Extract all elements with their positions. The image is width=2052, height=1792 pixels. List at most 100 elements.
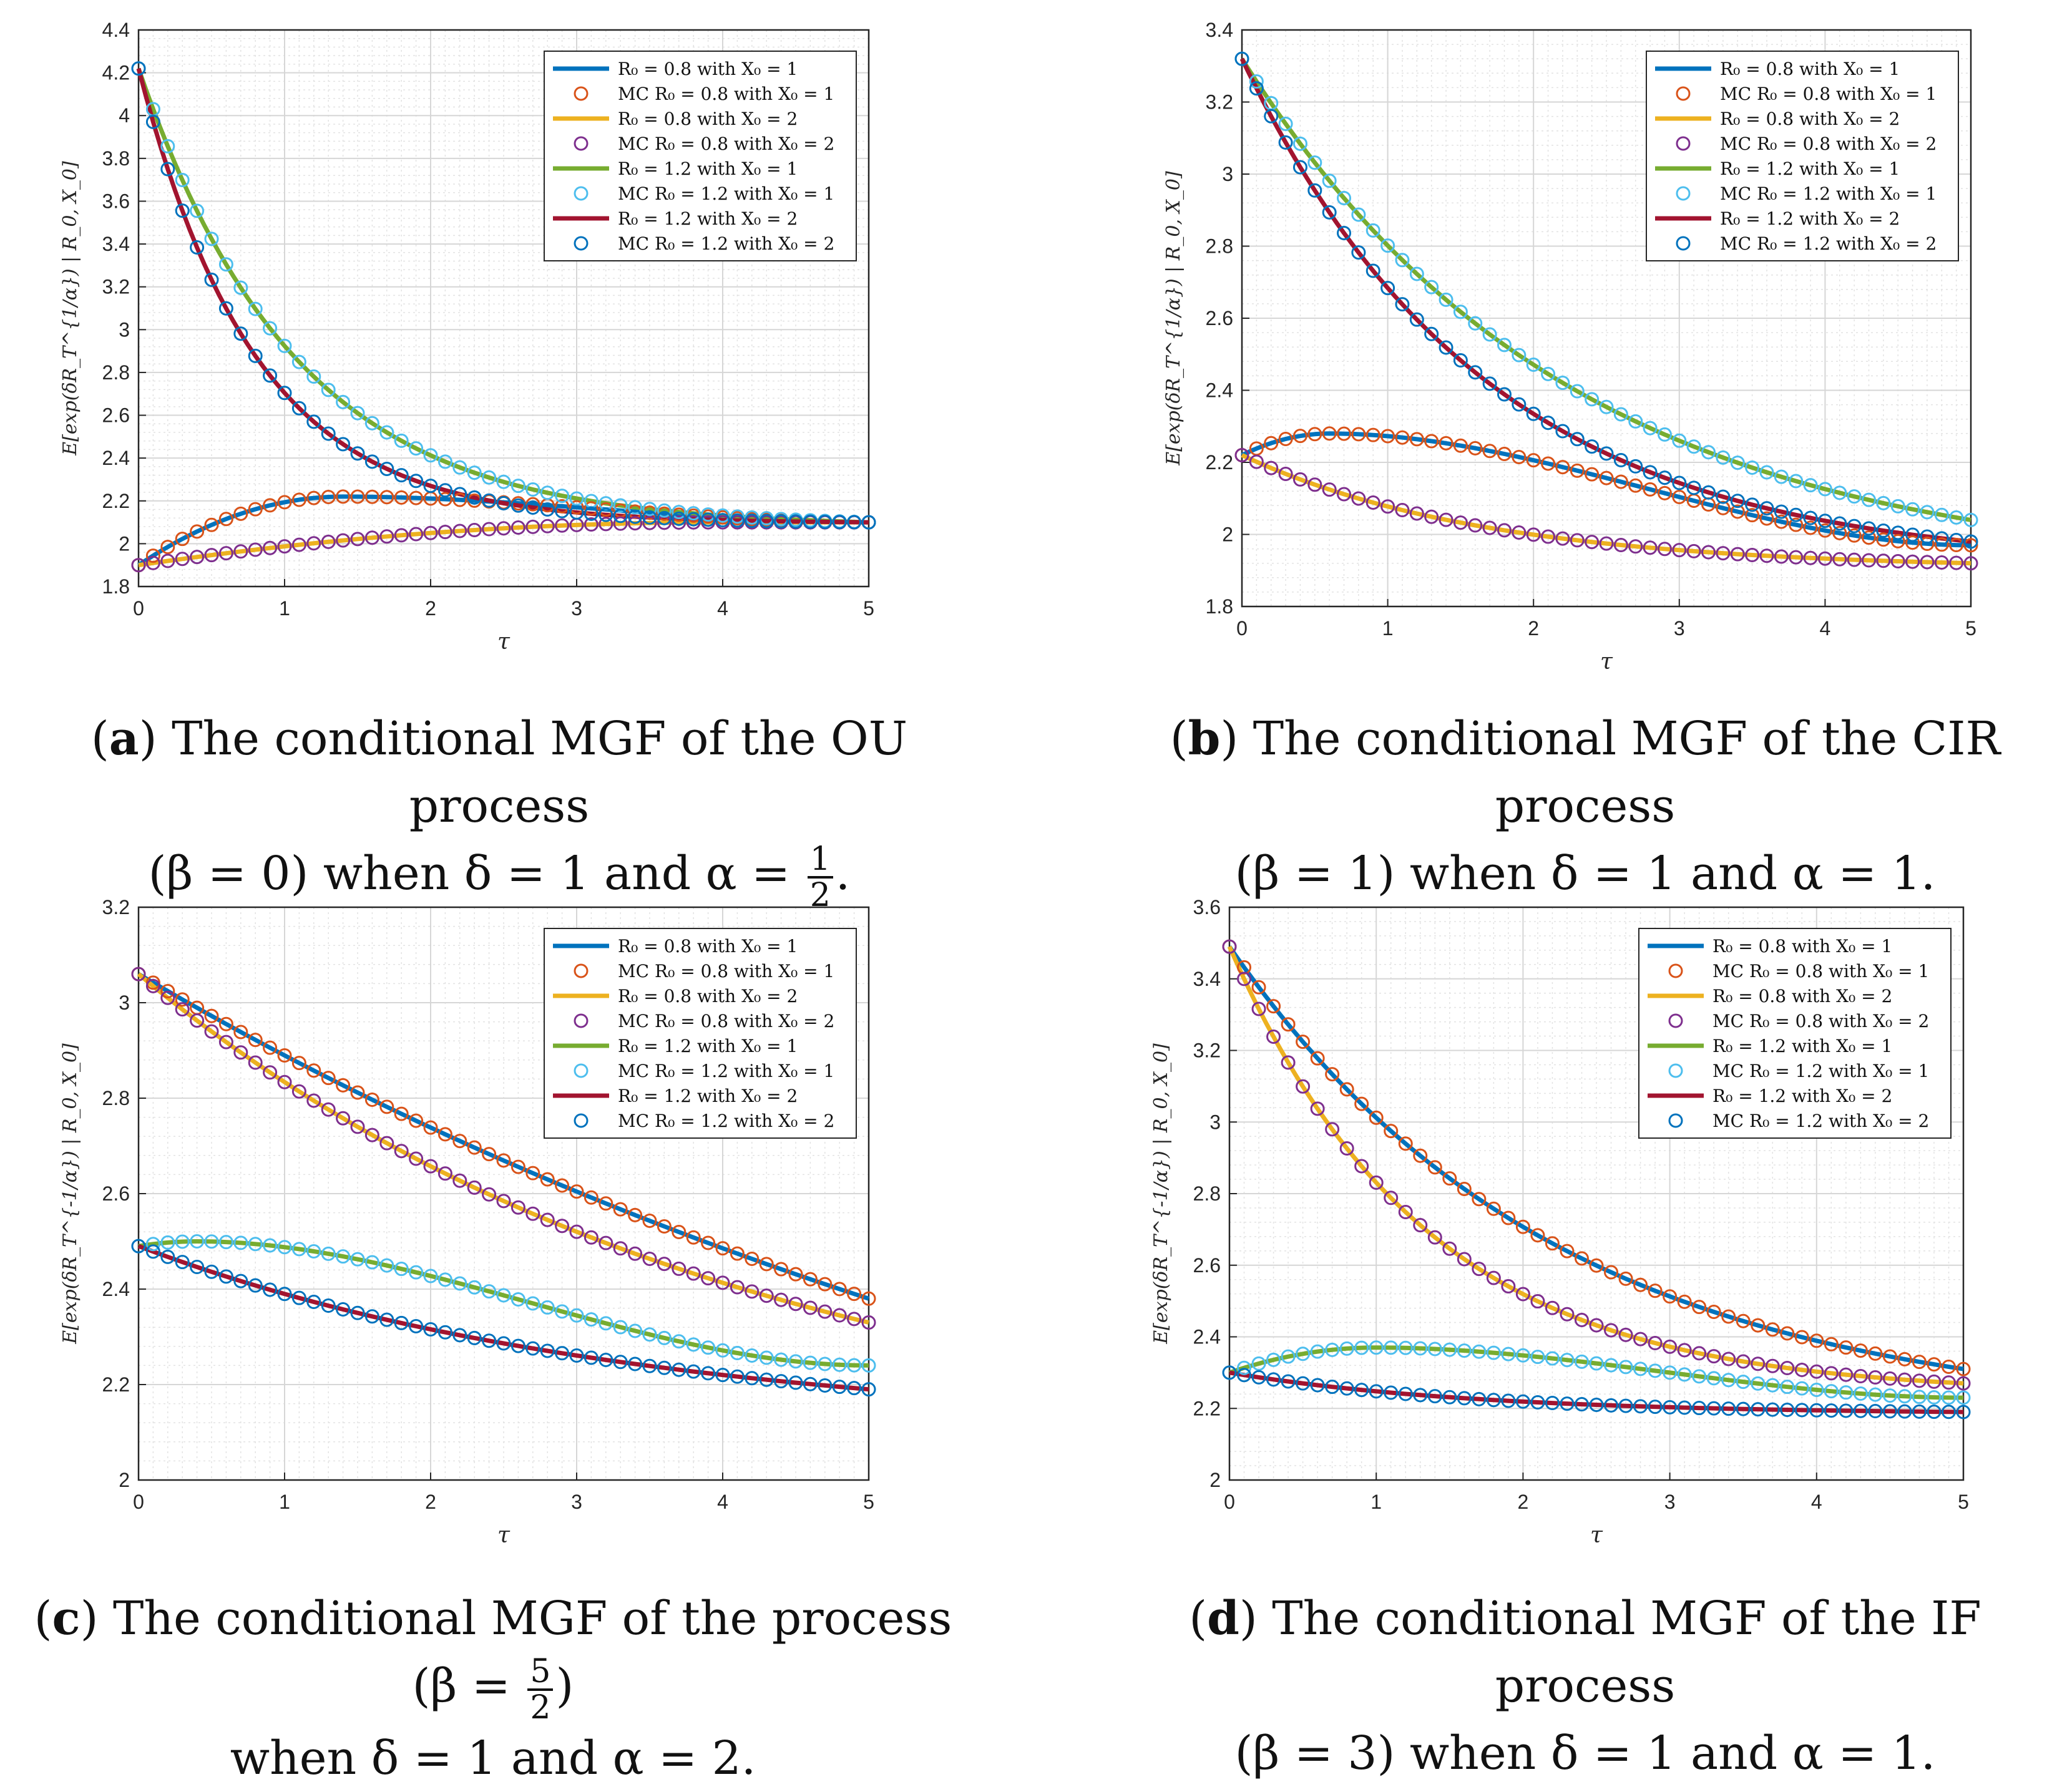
mc-point: [291, 537, 306, 552]
mc-point: [672, 515, 686, 530]
mc-point: [1920, 536, 1935, 551]
y-tick-label: 2.8: [1206, 235, 1233, 258]
mc-point: [1541, 529, 1556, 544]
mc-point: [350, 406, 365, 421]
mc-point: [409, 1265, 424, 1280]
mc-point: [1325, 1067, 1340, 1082]
mc-point: [1745, 508, 1760, 523]
mc-point: [1424, 280, 1439, 295]
mc-point: [1897, 1372, 1912, 1387]
mc-point: [1486, 1270, 1501, 1285]
mc-point: [364, 489, 379, 504]
mc-point: [1663, 1365, 1678, 1380]
mc-point: [1453, 515, 1468, 530]
mc-point: [1861, 492, 1876, 507]
y-tick-label: 2.2: [1206, 451, 1233, 474]
mc-point: [1266, 1030, 1281, 1045]
mc-point: [1716, 489, 1731, 504]
mc-point: [613, 509, 628, 523]
mc-point: [1780, 1360, 1795, 1375]
mc-point: [1890, 554, 1905, 569]
mc-point: [730, 513, 745, 528]
mc-point: [1526, 453, 1541, 468]
mc-point: [701, 507, 716, 522]
mc-point: [1824, 1366, 1839, 1381]
mc-point: [1613, 407, 1628, 422]
mc-point: [452, 460, 467, 475]
mc-point: [1234, 51, 1249, 66]
legend-label: R₀ = 0.8 with X₀ = 1: [1720, 59, 1900, 79]
mc-point: [409, 490, 424, 505]
y-tick-label: 3.2: [102, 276, 130, 298]
mc-point: [1890, 525, 1905, 540]
mc-point: [263, 1238, 278, 1253]
mc-point: [759, 1350, 774, 1365]
mc-point: [1876, 495, 1891, 510]
y-tick-label: 4.2: [102, 62, 130, 84]
mc-point: [1413, 1218, 1428, 1233]
mc-point: [306, 1063, 321, 1078]
mc-point: [598, 1196, 613, 1211]
mc-point: [350, 489, 365, 504]
mc-point: [175, 173, 190, 188]
mc-point: [321, 382, 336, 397]
mc-point: [803, 1376, 818, 1391]
mc-point: [1380, 281, 1395, 296]
mc-point: [1839, 1403, 1854, 1418]
mc-point: [1237, 960, 1252, 975]
mc-point: [1497, 338, 1512, 353]
mc-point: [175, 203, 190, 218]
mc-point: [642, 505, 657, 520]
mc-point: [1424, 326, 1439, 341]
mc-point: [1847, 519, 1862, 533]
mc-point: [1515, 1394, 1530, 1409]
mc-point: [1541, 366, 1556, 381]
mc-point: [1264, 436, 1279, 450]
mc-point: [437, 1325, 452, 1340]
x-tick-label: 2: [1528, 617, 1539, 640]
mc-point: [628, 1246, 643, 1261]
mc-point: [1457, 1182, 1472, 1197]
mc-point: [1339, 1381, 1354, 1396]
mc-point: [1266, 1372, 1281, 1387]
legend-label: MC R₀ = 1.2 with X₀ = 2: [618, 233, 834, 254]
mc-point: [1439, 340, 1454, 355]
mc-point: [1672, 433, 1687, 448]
mc-point: [1222, 1365, 1237, 1380]
mc-point: [1439, 292, 1454, 307]
mc-point: [657, 1360, 672, 1375]
mc-point: [1868, 1370, 1883, 1385]
mc-point: [1920, 529, 1935, 544]
mc-point: [1853, 1386, 1868, 1401]
mc-point: [1861, 553, 1876, 568]
mc-point: [1789, 507, 1804, 522]
mc-point: [248, 348, 263, 363]
mc-point: [511, 1159, 525, 1174]
y-tick-label: 3.6: [1193, 896, 1221, 918]
mc-point: [1759, 501, 1774, 516]
mc-point: [321, 534, 336, 549]
mc-point: [555, 1304, 570, 1319]
mc-point: [218, 257, 233, 272]
mc-point: [715, 508, 730, 523]
mc-point: [745, 1284, 760, 1299]
mc-point: [1351, 245, 1366, 260]
mc-point: [1457, 1391, 1472, 1406]
mc-point: [190, 550, 205, 565]
mc-point: [336, 1111, 351, 1126]
mc-point: [1541, 456, 1556, 471]
mc-point: [613, 498, 628, 513]
mc-point: [496, 474, 511, 489]
legend-marker-swatch: [574, 1113, 589, 1128]
y-tick-label: 2.6: [1193, 1254, 1221, 1277]
mc-point: [759, 1288, 774, 1303]
mc-point: [525, 1206, 540, 1221]
y-tick-label: 3.8: [102, 147, 130, 170]
mc-point: [467, 1140, 482, 1155]
mc-point: [1730, 494, 1745, 509]
mc-point: [423, 525, 438, 540]
mc-point: [409, 1319, 424, 1334]
series-line-4: [137, 1244, 869, 1392]
mc-point: [1585, 467, 1600, 482]
mc-point: [1222, 939, 1237, 954]
